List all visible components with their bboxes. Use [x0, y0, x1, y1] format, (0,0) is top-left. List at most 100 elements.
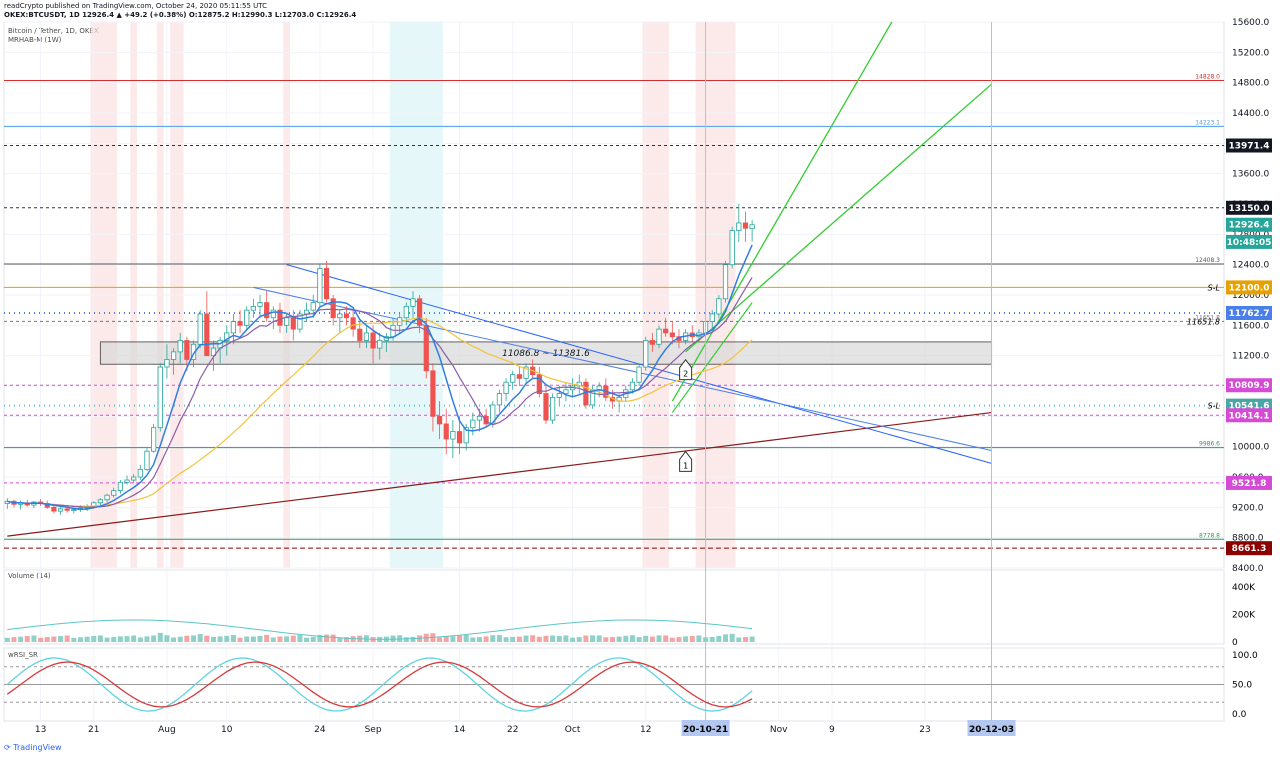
candle-body [749, 224, 755, 230]
volume-bar [84, 636, 90, 642]
rsi-pane-title: wRSI_SR [8, 651, 38, 659]
candle [403, 302, 409, 326]
level-badge-bg [1226, 280, 1272, 295]
candle-body [649, 340, 655, 345]
candle-body [64, 508, 70, 511]
candle [337, 310, 343, 333]
level-badge-text: 13971.4 [1229, 142, 1270, 152]
volume-bar [257, 636, 263, 642]
main-pane-title: Bitcoin / Tether, 1D, OKEX [8, 27, 99, 35]
candle-body [656, 328, 662, 345]
candle [137, 464, 143, 481]
volume-bar [550, 635, 556, 642]
candle [124, 475, 130, 485]
volume-bar [723, 634, 729, 642]
candle-body [403, 305, 409, 319]
x-tick-label: Oct [565, 725, 581, 735]
candle-body [250, 305, 256, 311]
volume-bar [696, 635, 702, 642]
level-badge: 9521.8 [1226, 475, 1272, 490]
volume-bar [330, 634, 336, 642]
volume-y-label: 400K [1232, 583, 1256, 593]
volume-bar [224, 635, 230, 642]
candle-body [184, 340, 190, 360]
tradingview-brand[interactable]: ⟳ TradingView [4, 743, 62, 752]
candle [510, 370, 516, 390]
volume-bar [603, 637, 609, 642]
trend-line-0 [7, 411, 992, 537]
volume-bar [337, 637, 343, 642]
candle-body [716, 298, 722, 315]
candle [722, 260, 729, 303]
level-badge-text: 11762.7 [1229, 309, 1270, 319]
x-tick-label: Nov [770, 725, 788, 735]
candle [350, 310, 356, 337]
y-tick-label: 12000.0 [1232, 291, 1269, 301]
x-tick-label: 14 [454, 725, 466, 735]
level-badge-bg [1226, 138, 1272, 153]
candle [270, 306, 276, 330]
volume-bar [496, 635, 502, 642]
rsi-y-label: 50.0 [1232, 681, 1252, 691]
level-badge: 8661.3 [1226, 541, 1272, 556]
candle-body [270, 309, 276, 319]
level-annotation: S-L [1208, 283, 1220, 292]
candle [636, 363, 642, 386]
candle [656, 325, 662, 349]
volume-bar [676, 637, 682, 642]
x-tick-label: 23 [919, 725, 930, 735]
volume-bar [4, 637, 10, 642]
volume-bar [277, 636, 283, 642]
candle-body [111, 490, 117, 496]
candle-body [463, 427, 469, 444]
level-badge-bg [1226, 541, 1272, 556]
candle [224, 325, 230, 356]
volume-bar [310, 636, 316, 642]
volume-bar [543, 635, 549, 642]
candle-body [496, 393, 503, 406]
candle [410, 291, 416, 318]
candle-body [643, 340, 649, 368]
level-badge-text: 9521.8 [1232, 479, 1267, 489]
volume-bar [729, 633, 735, 642]
volume-bar [38, 637, 44, 642]
x-tick-label: 12 [640, 725, 651, 735]
volume-bar [230, 635, 236, 642]
candle [476, 408, 483, 432]
candle [363, 325, 370, 349]
ma-purple [7, 277, 753, 508]
date-badge-bg [967, 720, 1016, 736]
volume-pane-frame [3, 569, 1225, 645]
y-tick-label: 8800.0 [1232, 534, 1264, 544]
y-tick-label: 14400.0 [1232, 109, 1269, 119]
tradingview-logo-icon: ⟳ [4, 743, 11, 752]
volume-bar [716, 635, 722, 642]
volume-bar [457, 635, 463, 642]
candle-body [337, 313, 343, 319]
volume-bar [157, 632, 163, 642]
x-tick-label: Sep [365, 725, 382, 735]
volume-bar [197, 634, 203, 642]
volume-bar [144, 636, 150, 642]
candle [516, 367, 522, 386]
candle [204, 291, 210, 357]
candle [37, 498, 44, 506]
candle [556, 386, 562, 405]
volume-bar [343, 637, 349, 642]
volume-bar [184, 635, 190, 642]
candle-body [51, 506, 57, 512]
volume-bar [44, 637, 50, 642]
candle [563, 382, 569, 402]
candle [649, 332, 655, 352]
volume-bar [736, 637, 742, 642]
y-tick-label: 10000.0 [1232, 443, 1269, 453]
volume-bar [523, 635, 529, 642]
candle-body [370, 332, 376, 349]
y-tick-label: 13600.0 [1232, 170, 1269, 180]
candle-body [257, 302, 263, 307]
trend-line-5 [671, 302, 753, 413]
level-badge: 13150.0 [1226, 200, 1272, 215]
volume-bar [749, 636, 755, 642]
volume-bar [742, 637, 748, 642]
